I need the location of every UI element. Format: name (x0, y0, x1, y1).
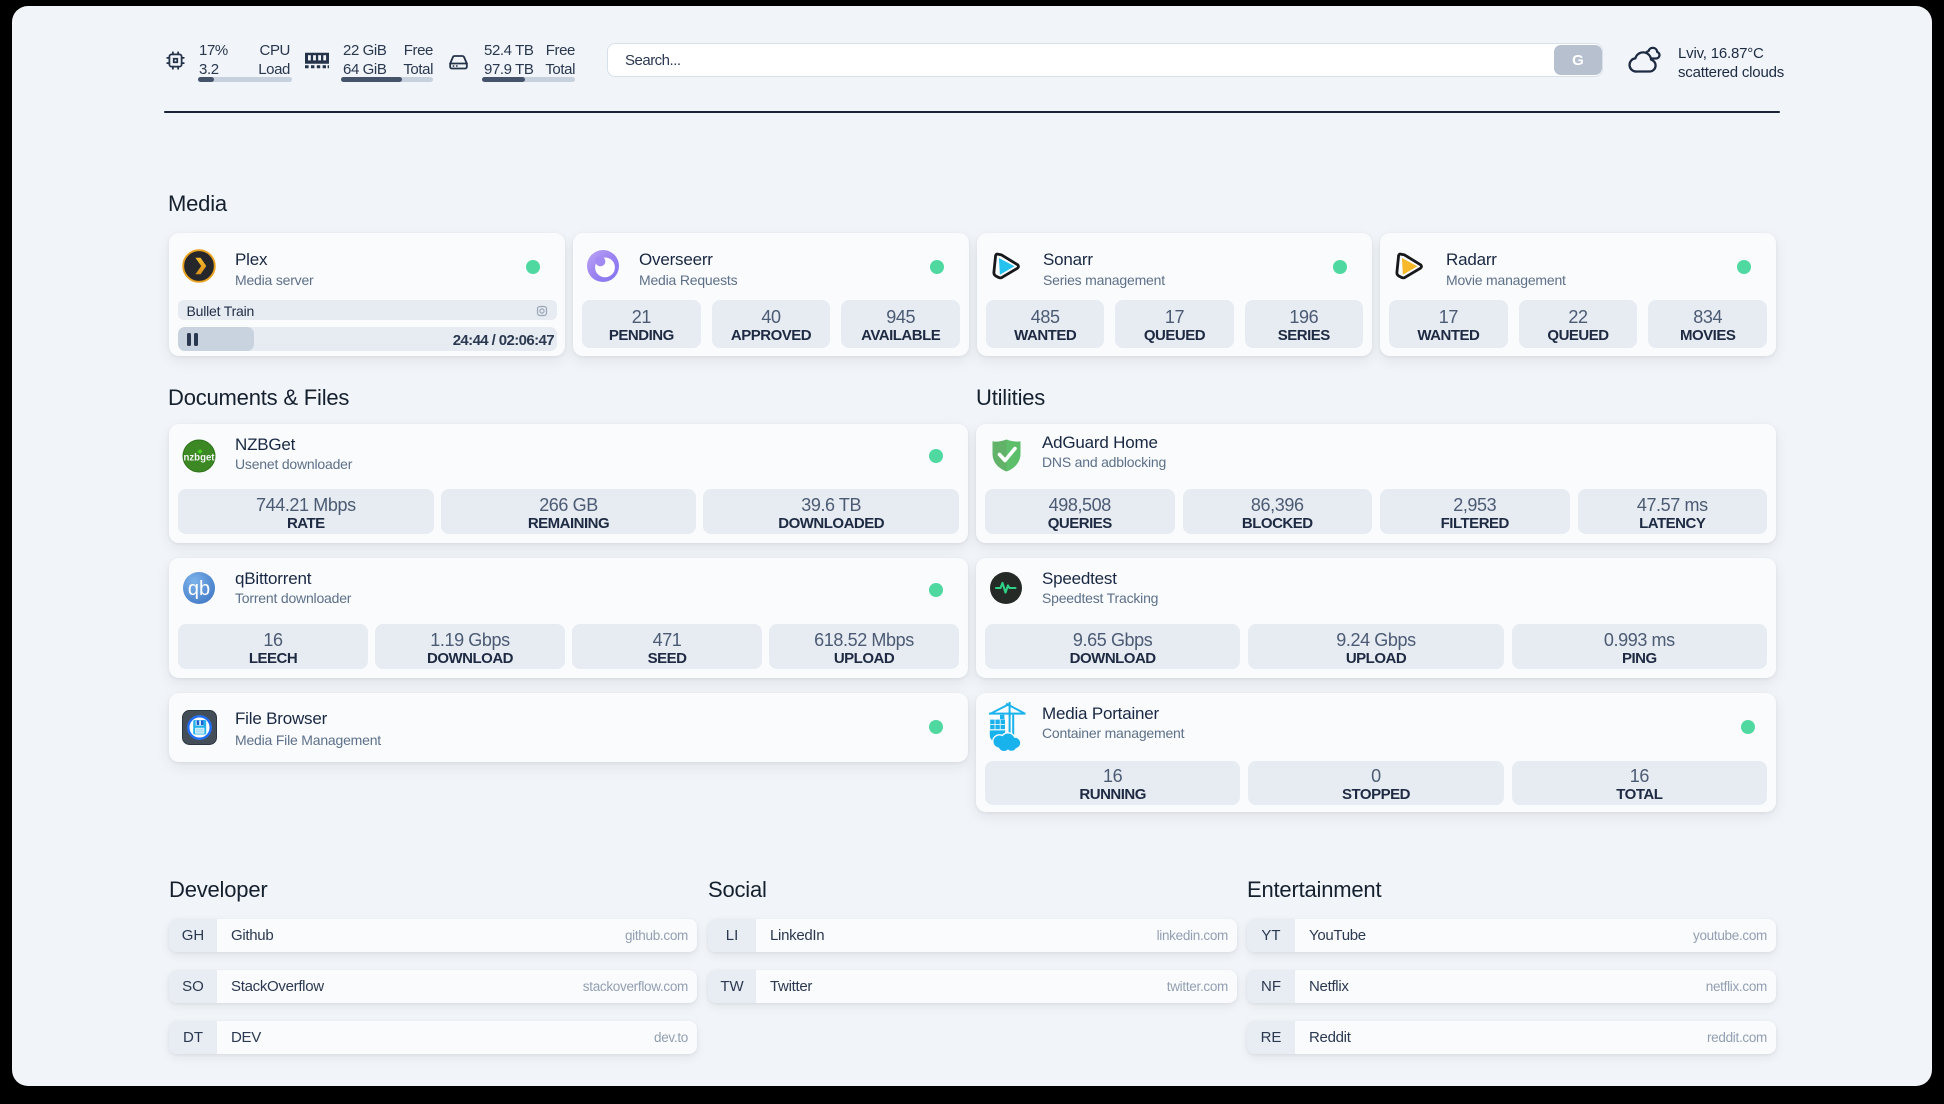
svg-text:qb: qb (188, 578, 210, 600)
svg-text:nzbget: nzbget (184, 452, 216, 463)
